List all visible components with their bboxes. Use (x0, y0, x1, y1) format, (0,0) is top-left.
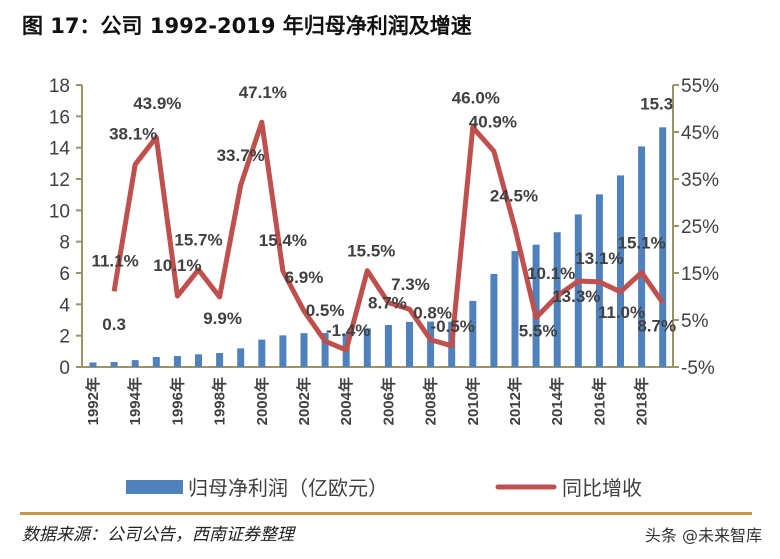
x-tick-label: 2000年 (253, 377, 271, 425)
bar-2015年 (574, 214, 582, 367)
chart: 0 2 4 6 8 10 12 14 16 18 -5% 5% 15% 25% 35% 45% 55% 0.3 15… (49, 76, 719, 500)
x-tick-label: 1994年 (126, 377, 144, 425)
bar-data-label: 15.3 (640, 94, 673, 113)
line-data-label: 43.9% (133, 94, 181, 113)
bar-2007年 (406, 321, 413, 367)
watermark: 头条 @未来智库 (644, 526, 762, 545)
line-data-label: 11.1% (91, 251, 138, 270)
left-tick-label: 10 (49, 201, 70, 222)
right-tick-label: 35% (681, 170, 719, 191)
bar-2006年 (384, 325, 392, 367)
bar-1994年 (131, 360, 139, 367)
line-data-label: 10.1% (527, 264, 575, 283)
line-data-label: 24.5% (490, 186, 538, 205)
bar-2008年 (427, 321, 435, 367)
line-data-label: 6.9% (285, 268, 324, 287)
x-tick-label: 2004年 (337, 377, 355, 425)
line-data-label: 15.1% (617, 234, 665, 253)
growth-line (111, 119, 665, 353)
bar-1996年 (173, 356, 181, 367)
legend-bar-label: 归母净利润（亿欧元） (188, 476, 388, 500)
right-tick-label: -5% (681, 358, 715, 379)
line-data-label: 33.7% (217, 146, 265, 165)
line-data-label: 0.8% (413, 304, 452, 323)
left-tick-label: 14 (49, 139, 71, 160)
line-data-label: 10.1% (153, 256, 201, 275)
line-data-label: 8.7% (637, 317, 676, 336)
line-data-label: 13.1% (575, 249, 623, 268)
line-data-label: 7.3% (391, 275, 430, 294)
bar-2001年 (279, 335, 287, 367)
line-data-label: 46.0% (452, 88, 500, 107)
left-tick-label: 0 (59, 358, 70, 379)
right-tick-label: 45% (681, 123, 719, 144)
legend-bar-swatch (126, 480, 183, 494)
chart-title: 图 17：公司 1992-2019 年归母净利润及增速 (22, 14, 472, 38)
line-data-label: 0.5% (306, 301, 345, 320)
x-tick-label: 2002年 (295, 377, 313, 425)
line-data-label: 40.9% (469, 112, 517, 131)
x-tick-label: 2012年 (506, 377, 524, 425)
bar-2019年 (659, 127, 667, 367)
x-tick-label: 1996年 (168, 377, 186, 425)
left-tick-label: 2 (59, 327, 70, 348)
x-tick-label: 2016年 (590, 377, 608, 425)
bar-2003年 (321, 333, 329, 367)
x-tick-label: 2008年 (422, 377, 440, 425)
line-data-label: 47.1% (239, 83, 287, 102)
bar-2002年 (300, 333, 308, 367)
bar-2010年 (469, 300, 477, 367)
right-tick-label: 15% (681, 264, 719, 285)
line-data-label: 9.9% (203, 309, 242, 328)
left-tick-label: 12 (49, 170, 70, 191)
left-tick-label: 18 (49, 76, 70, 97)
line-data-label: 5.5% (519, 322, 558, 341)
line-data-label: 11.0% (598, 303, 645, 322)
x-tick-label: 2018年 (633, 377, 651, 425)
line-data-label: 38.1% (109, 124, 157, 143)
line-data-label: 15.4% (259, 231, 307, 250)
bar-2018年 (638, 146, 646, 367)
divider (20, 512, 752, 515)
bar-2012年 (511, 251, 519, 367)
x-tick-label: 2006年 (379, 377, 397, 425)
bar-1998年 (216, 353, 224, 367)
bar-data-label: 0.3 (102, 315, 126, 334)
x-tick-label: 1992年 (84, 377, 102, 425)
left-tick-label: 4 (59, 295, 70, 316)
line-data-label: 15.7% (174, 231, 222, 250)
bar-2017年 (617, 175, 624, 367)
legend-line-label: 同比增收 (562, 476, 642, 500)
left-tick-label: 6 (59, 264, 70, 285)
bar-1999年 (237, 348, 245, 367)
bar-2011年 (490, 273, 498, 367)
bar-1993年 (110, 361, 118, 367)
line-data-label: 8.7% (368, 294, 407, 313)
left-tick-label: 8 (59, 233, 70, 254)
bar-1995年 (152, 356, 160, 367)
bar-1997年 (195, 354, 202, 367)
line-data-label: -1.4% (326, 321, 370, 340)
line-data-label: 15.5% (347, 242, 395, 261)
x-tick-label: 1998年 (211, 377, 229, 425)
bar-2013年 (532, 244, 540, 367)
bar-2014年 (553, 232, 561, 367)
x-tick-label: 2014年 (548, 377, 566, 425)
bar-2000年 (258, 339, 266, 367)
right-tick-label: 55% (681, 76, 719, 97)
bar-2005年 (363, 328, 371, 367)
source-note: 数据来源：公司公告，西南证券整理 (22, 525, 294, 545)
left-tick-label: 16 (49, 107, 70, 128)
right-tick-label: 5% (681, 311, 709, 332)
x-tick-label: 2010年 (464, 377, 482, 425)
line-data-label: -0.5% (430, 317, 474, 336)
right-tick-label: 25% (681, 217, 719, 238)
line-data-label: 13.3% (552, 287, 600, 306)
bar-1992年 (89, 362, 97, 367)
